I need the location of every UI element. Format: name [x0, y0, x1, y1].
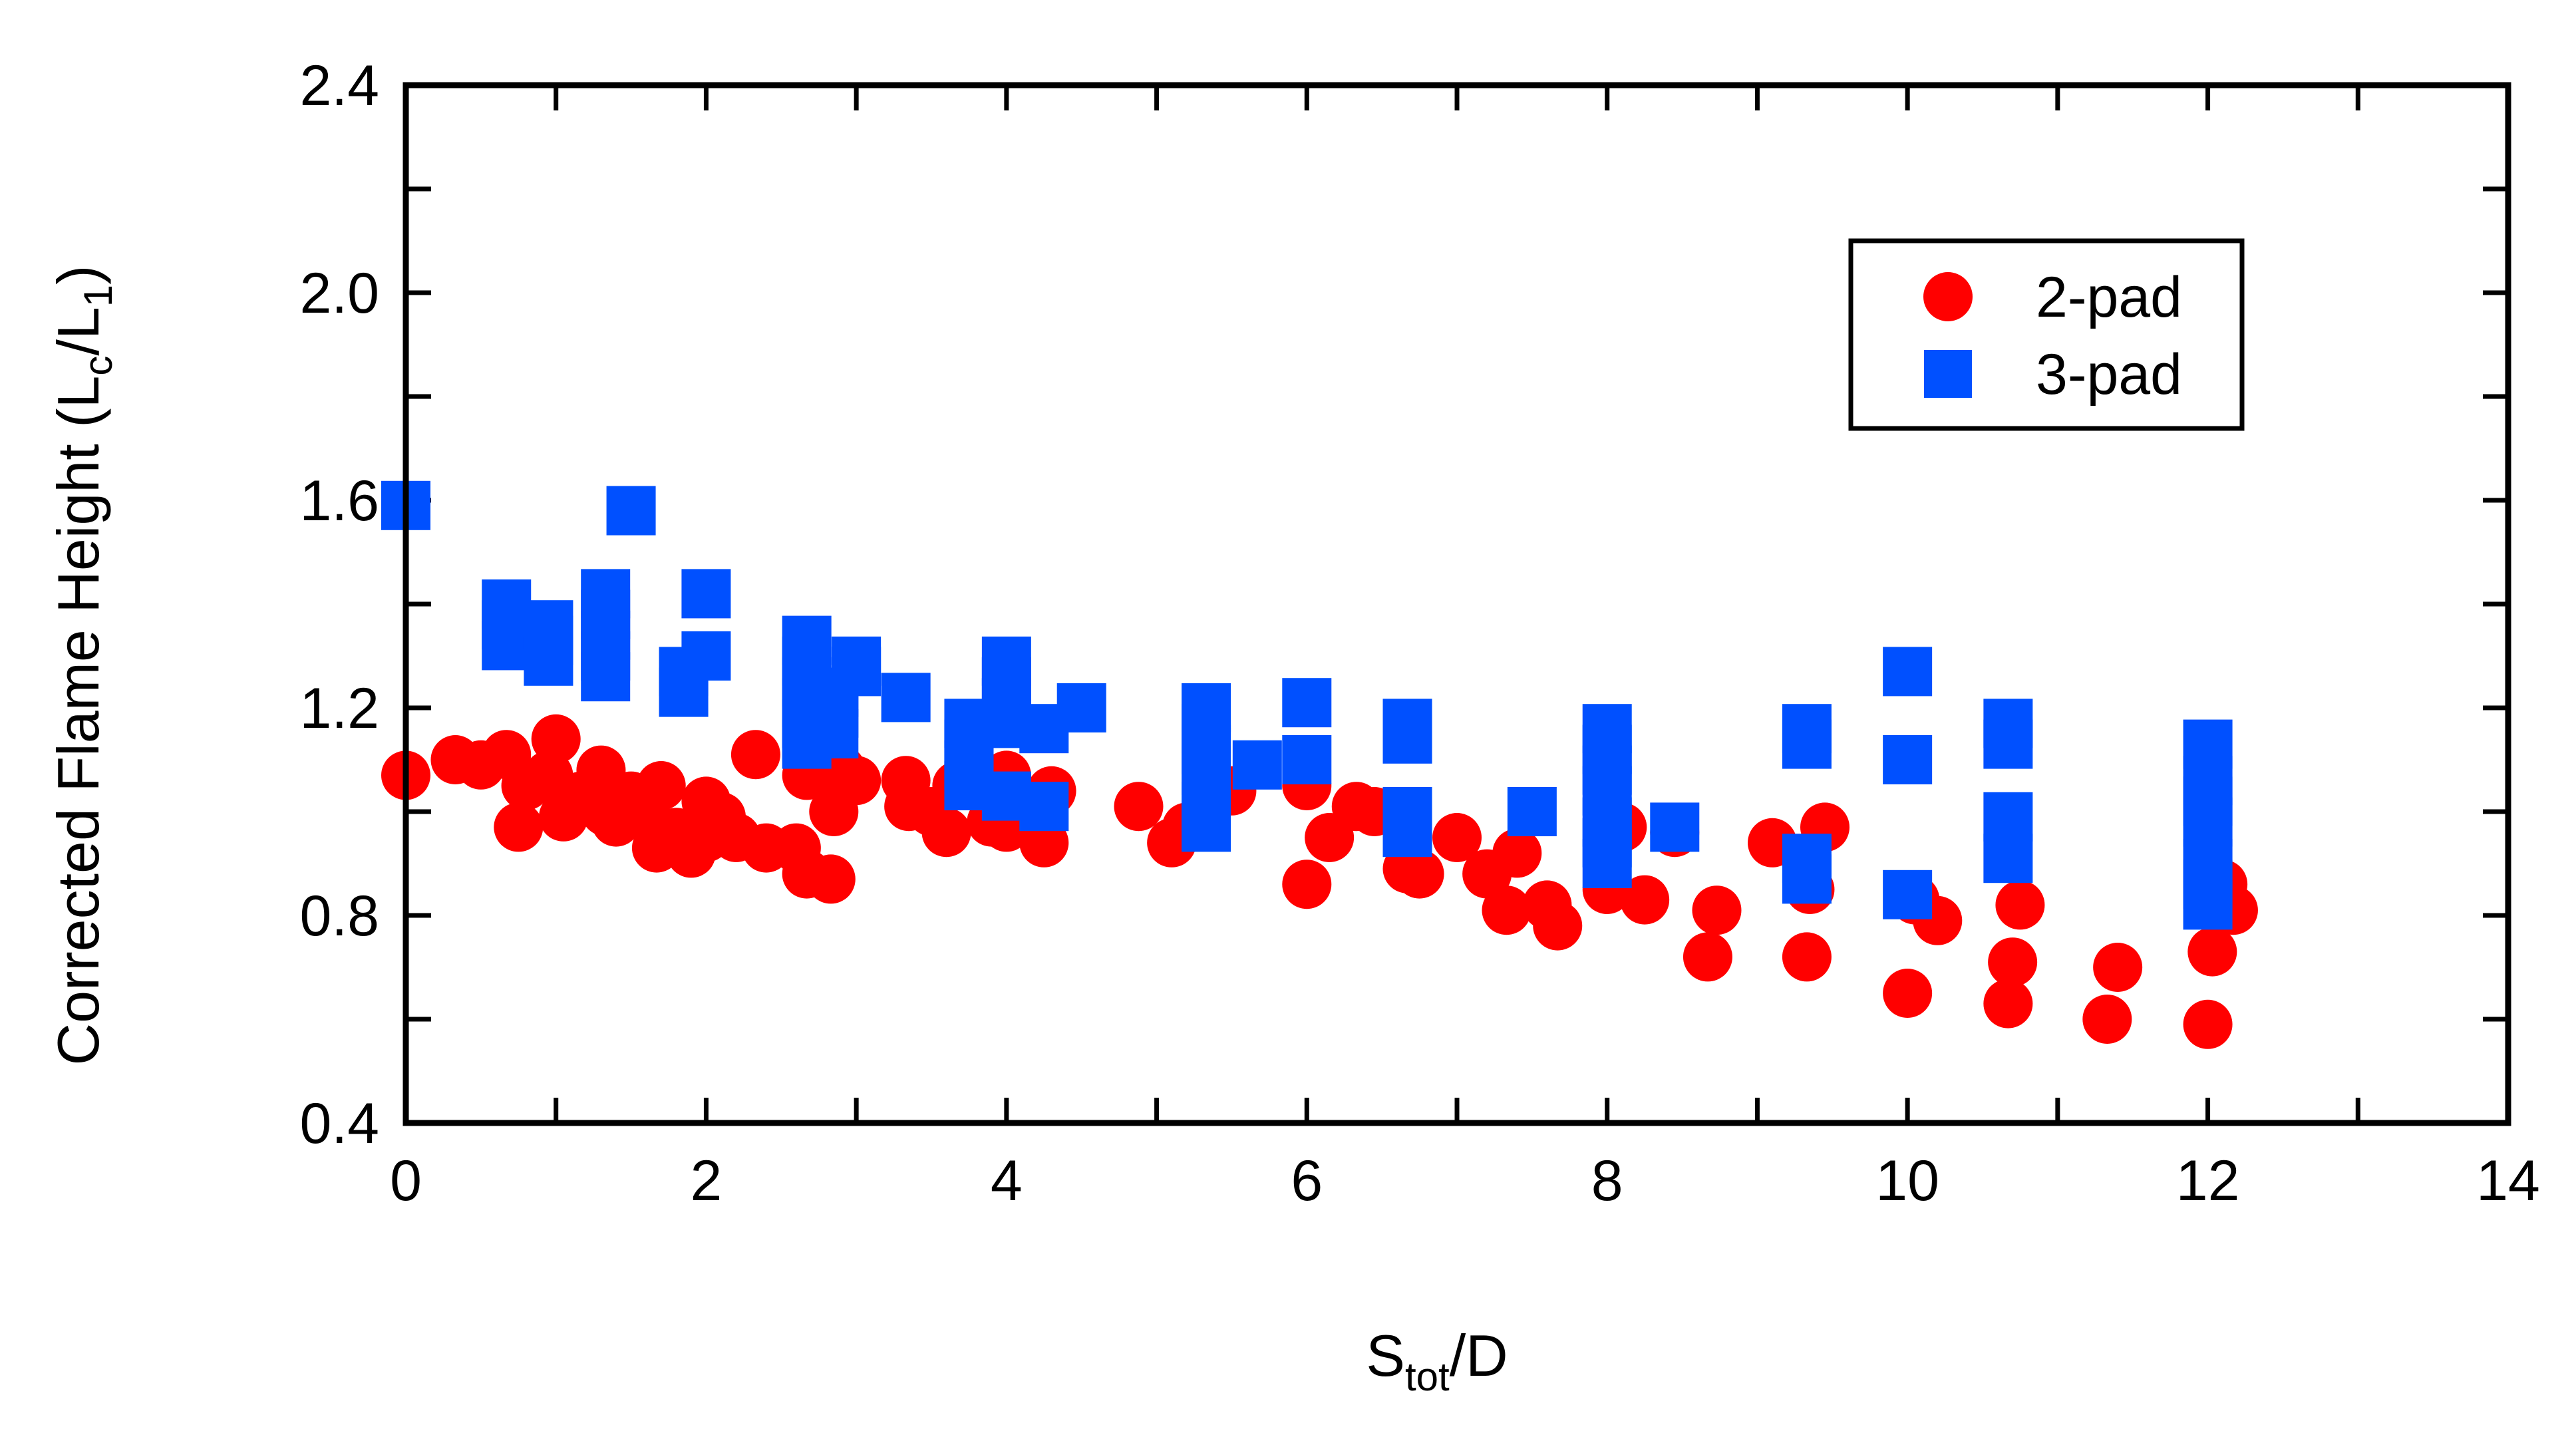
point-2-pad [1692, 885, 1742, 935]
point-2-pad [806, 854, 856, 904]
point-3-pad [606, 486, 656, 536]
point-3-pad [482, 579, 532, 629]
point-3-pad [524, 600, 573, 650]
point-3-pad [1883, 647, 1933, 697]
legend-marker-2-pad [1923, 272, 1973, 321]
point-3-pad [2183, 839, 2233, 888]
point-2-pad [2183, 999, 2233, 1049]
point-2-pad [1482, 885, 1531, 935]
x-axis-title-main: S [1366, 1323, 1405, 1388]
x-tick-label: 12 [2176, 1149, 2240, 1213]
point-3-pad [1983, 834, 2033, 883]
x-tick-label: 4 [991, 1149, 1023, 1213]
y-tick-label: 2.0 [299, 261, 379, 325]
series-layer [381, 480, 2258, 1049]
x-axis-title-rest: /D [1450, 1323, 1508, 1388]
point-3-pad [1232, 740, 1282, 790]
y-tick-label: 1.2 [299, 677, 379, 740]
axes-layer: 0 2 4 6 8 10 12 14 0.4 0.8 1.2 1.6 2.0 2.4 [299, 54, 2539, 1213]
point-3-pad [1782, 834, 1832, 883]
point-2-pad [1782, 932, 1832, 982]
point-2-pad [1683, 932, 1732, 982]
y-axis-title-sub1: c [76, 356, 120, 376]
point-2-pad [1988, 937, 2038, 987]
point-3-pad [1883, 735, 1933, 784]
point-2-pad [921, 808, 971, 858]
point-2-pad [1114, 782, 1164, 832]
point-2-pad [1883, 969, 1933, 1018]
point-2-pad [1533, 901, 1583, 951]
y-axis-title-part1: Corrected Flame Height (L [45, 376, 111, 1066]
point-2-pad [494, 802, 544, 852]
point-3-pad [981, 636, 1031, 686]
point-2-pad [832, 756, 882, 806]
x-axis-title-subscript: tot [1405, 1354, 1450, 1399]
y-tick-label: 0.8 [299, 884, 379, 948]
point-3-pad [1182, 683, 1231, 732]
point-2-pad [730, 730, 780, 780]
point-3-pad [1282, 678, 1332, 728]
point-3-pad [2183, 719, 2233, 769]
point-3-pad [1282, 735, 1332, 784]
point-2-pad [1620, 875, 1670, 925]
point-3-pad [1382, 699, 1432, 748]
y-axis-title-sub2: 1 [76, 285, 120, 307]
point-3-pad [832, 636, 882, 686]
y-axis-title-part3: ) [45, 265, 111, 285]
point-3-pad [1019, 782, 1069, 832]
x-tick-label: 2 [691, 1149, 723, 1213]
legend-marker-3-pad [1924, 350, 1972, 398]
x-tick-label: 0 [390, 1149, 422, 1213]
y-tick-label: 2.4 [299, 54, 379, 118]
point-3-pad [1983, 792, 2033, 842]
y-axis-title: Corrected Flame Height (Lc/L1) [45, 265, 120, 1066]
series-2-pad [381, 704, 2258, 1049]
plot-frame [402, 82, 2511, 1126]
point-3-pad [1507, 787, 1557, 836]
legend: 2-pad 3-pad [1848, 238, 2245, 431]
point-2-pad [636, 761, 686, 810]
point-2-pad [1394, 849, 1444, 899]
point-2-pad [1282, 860, 1332, 909]
point-2-pad [1492, 828, 1542, 878]
legend-box [1848, 238, 2245, 431]
point-2-pad [531, 714, 581, 764]
point-3-pad [681, 631, 731, 681]
x-tick-label: 14 [2476, 1149, 2540, 1213]
point-2-pad [2093, 943, 2143, 992]
y-tick-label: 0.4 [299, 1092, 379, 1156]
point-2-pad [2082, 995, 2132, 1044]
x-tick-label: 6 [1291, 1149, 1323, 1213]
point-3-pad [1983, 699, 2033, 748]
y-tick-label: 1.6 [299, 469, 379, 533]
legend-label-3-pad: 3-pad [2036, 343, 2182, 406]
point-2-pad [2187, 927, 2237, 977]
point-3-pad [782, 615, 832, 665]
x-tick-label: 8 [1591, 1149, 1623, 1213]
point-2-pad [1432, 813, 1482, 862]
point-3-pad [1582, 704, 1632, 754]
legend-label-2-pad: 2-pad [2036, 265, 2182, 329]
point-3-pad [681, 569, 731, 619]
point-2-pad [1983, 979, 2033, 1029]
series-3-pad [381, 480, 2233, 930]
point-3-pad [1883, 870, 1933, 919]
y-axis-title-part2: /L [45, 307, 111, 355]
point-3-pad [1782, 704, 1832, 754]
x-tick-label: 10 [1875, 1149, 1939, 1213]
point-2-pad [1995, 880, 2045, 930]
point-3-pad [581, 569, 631, 619]
point-3-pad [881, 673, 931, 722]
point-3-pad [1056, 683, 1106, 732]
point-3-pad [1382, 787, 1432, 836]
point-3-pad [1650, 802, 1700, 852]
x-axis-title: Stot/D [1366, 1323, 1508, 1399]
